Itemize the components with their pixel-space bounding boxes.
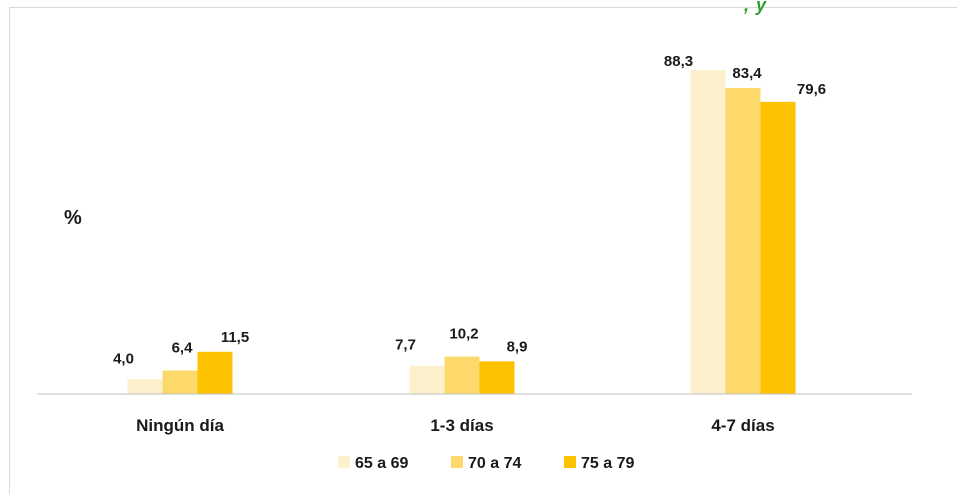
chart-title-fragment: , y xyxy=(743,0,767,15)
data-label-ningun-dia-65-a-69: 4,0 xyxy=(113,350,134,367)
chart-frame: , y xyxy=(9,0,957,494)
bar-4-7-dias-75-a-79 xyxy=(760,101,796,395)
bar-4-7-dias-70-a-74 xyxy=(725,87,761,394)
data-label-4-7-dias-65-a-69: 88,3 xyxy=(664,53,693,70)
data-label-4-7-dias-70-a-74: 83,4 xyxy=(732,65,762,82)
bar-1-3-dias-75-a-79 xyxy=(479,361,515,394)
data-label-1-3-dias-75-a-79: 8,9 xyxy=(507,338,528,355)
bar-ningun-dia-75-a-79 xyxy=(197,351,233,394)
legend: 65 a 69 70 a 74 75 a 79 xyxy=(338,455,634,472)
legend-label-75-a-79: 75 a 79 xyxy=(581,455,634,472)
bar-1-3-dias-70-a-74 xyxy=(444,356,480,394)
legend-label-70-a-74: 70 a 74 xyxy=(468,455,521,472)
legend-swatch-65-a-69 xyxy=(338,456,350,468)
legend-swatch-70-a-74 xyxy=(451,456,463,468)
bar-1-3-dias-65-a-69 xyxy=(409,365,445,394)
bar-ningun-dia-70-a-74 xyxy=(162,370,198,394)
data-label-ningun-dia-75-a-79: 11,5 xyxy=(221,329,249,346)
data-label-ningun-dia-70-a-74: 6,4 xyxy=(172,340,194,357)
bar-4-7-dias-65-a-69 xyxy=(690,69,726,395)
x-tick-label-1-3-dias: 1-3 días xyxy=(430,416,493,435)
data-label-1-3-dias-70-a-74: 10,2 xyxy=(449,326,478,343)
y-axis-label: % xyxy=(64,207,82,229)
x-tick-label-ningun-dia: Ningún día xyxy=(136,416,224,435)
x-tick-labels: Ningún día 1-3 días 4-7 días xyxy=(136,416,775,435)
bar-ningun-dia-65-a-69 xyxy=(127,379,163,394)
data-label-1-3-dias-65-a-69: 7,7 xyxy=(395,337,416,354)
data-labels-layer: 4,0 6,4 11,5 7,7 10,2 8,9 88,3 83,4 79,6 xyxy=(113,53,826,367)
x-tick-label-4-7-dias: 4-7 días xyxy=(711,416,774,435)
bars-layer xyxy=(127,69,796,395)
legend-label-65-a-69: 65 a 69 xyxy=(355,455,408,472)
data-label-4-7-dias-75-a-79: 79,6 xyxy=(797,81,826,98)
legend-swatch-75-a-79 xyxy=(564,456,576,468)
